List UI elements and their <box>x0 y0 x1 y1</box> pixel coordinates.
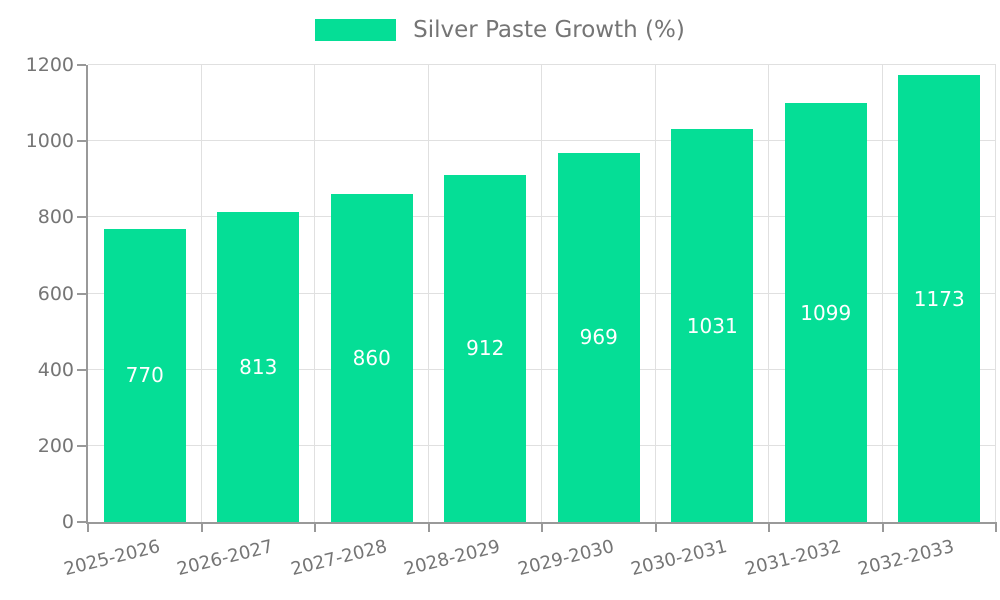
y-gridline <box>88 444 996 446</box>
y-axis-tick <box>77 216 86 219</box>
y-axis-label: 400 <box>37 358 74 381</box>
bar-value-label: 770 <box>125 363 164 388</box>
y-gridline <box>88 292 996 294</box>
y-axis-line <box>86 65 88 522</box>
legend-swatch <box>315 19 397 41</box>
x-axis-label: 2028-2029 <box>402 536 503 581</box>
x-axis-label: 2030-2031 <box>629 536 730 581</box>
bar-value-label: 1031 <box>686 313 738 338</box>
x-gridline <box>200 65 202 522</box>
x-gridline <box>768 65 769 522</box>
y-axis-tick <box>77 368 86 371</box>
y-axis-tick <box>77 292 86 295</box>
x-axis-tick <box>200 522 203 532</box>
x-gridline <box>995 65 996 522</box>
y-axis-tick <box>77 444 86 447</box>
y-axis-label: 200 <box>37 434 74 457</box>
x-axis-tick <box>427 522 430 532</box>
x-axis-tick <box>995 522 997 532</box>
y-gridline <box>88 368 996 370</box>
y-axis-tick <box>77 64 86 66</box>
bar[interactable] <box>557 152 640 522</box>
bar-value-label: 860 <box>352 346 391 371</box>
x-axis-label: 2025-2026 <box>61 536 162 581</box>
x-gridline <box>541 65 542 522</box>
y-gridline <box>88 64 996 65</box>
x-axis-label: 2029-2030 <box>515 536 616 581</box>
legend-label: Silver Paste Growth (%) <box>413 17 685 43</box>
x-axis-label: 2032-2033 <box>856 536 957 581</box>
y-gridline <box>88 140 996 142</box>
x-axis-tick <box>541 522 543 532</box>
y-axis-label: 1000 <box>25 130 74 153</box>
bar-value-label: 1173 <box>913 286 965 311</box>
x-axis-label: 2027-2028 <box>288 536 389 581</box>
y-axis-label: 600 <box>37 282 74 305</box>
x-gridline <box>654 65 656 522</box>
y-axis-label: 1200 <box>25 54 74 76</box>
x-axis-label: 2031-2032 <box>742 536 843 581</box>
bar[interactable] <box>444 174 527 522</box>
x-gridline <box>881 65 883 522</box>
bar-value-label: 813 <box>239 355 278 380</box>
x-axis-tick <box>881 522 884 532</box>
bar[interactable] <box>671 129 754 522</box>
bar[interactable] <box>103 228 186 522</box>
x-axis-label: 2026-2027 <box>175 536 276 581</box>
y-gridline <box>88 216 996 218</box>
bar[interactable] <box>330 194 413 522</box>
bar[interactable] <box>898 75 981 522</box>
x-axis-tick <box>314 522 316 532</box>
bar[interactable] <box>217 212 300 522</box>
x-axis-tick <box>87 522 89 532</box>
y-axis-tick <box>77 521 86 523</box>
bar[interactable] <box>784 103 867 522</box>
y-axis-tick <box>77 140 86 143</box>
x-axis-tick <box>768 522 770 532</box>
x-gridline <box>314 65 315 522</box>
bar-value-label: 912 <box>466 336 505 361</box>
legend-item[interactable]: Silver Paste Growth (%) <box>0 17 1000 43</box>
y-axis-label: 800 <box>37 206 74 229</box>
x-gridline <box>427 65 429 522</box>
bar-value-label: 969 <box>579 325 618 350</box>
bar-value-label: 1099 <box>800 300 852 325</box>
x-axis-tick <box>654 522 657 532</box>
y-axis-label: 0 <box>61 511 74 533</box>
